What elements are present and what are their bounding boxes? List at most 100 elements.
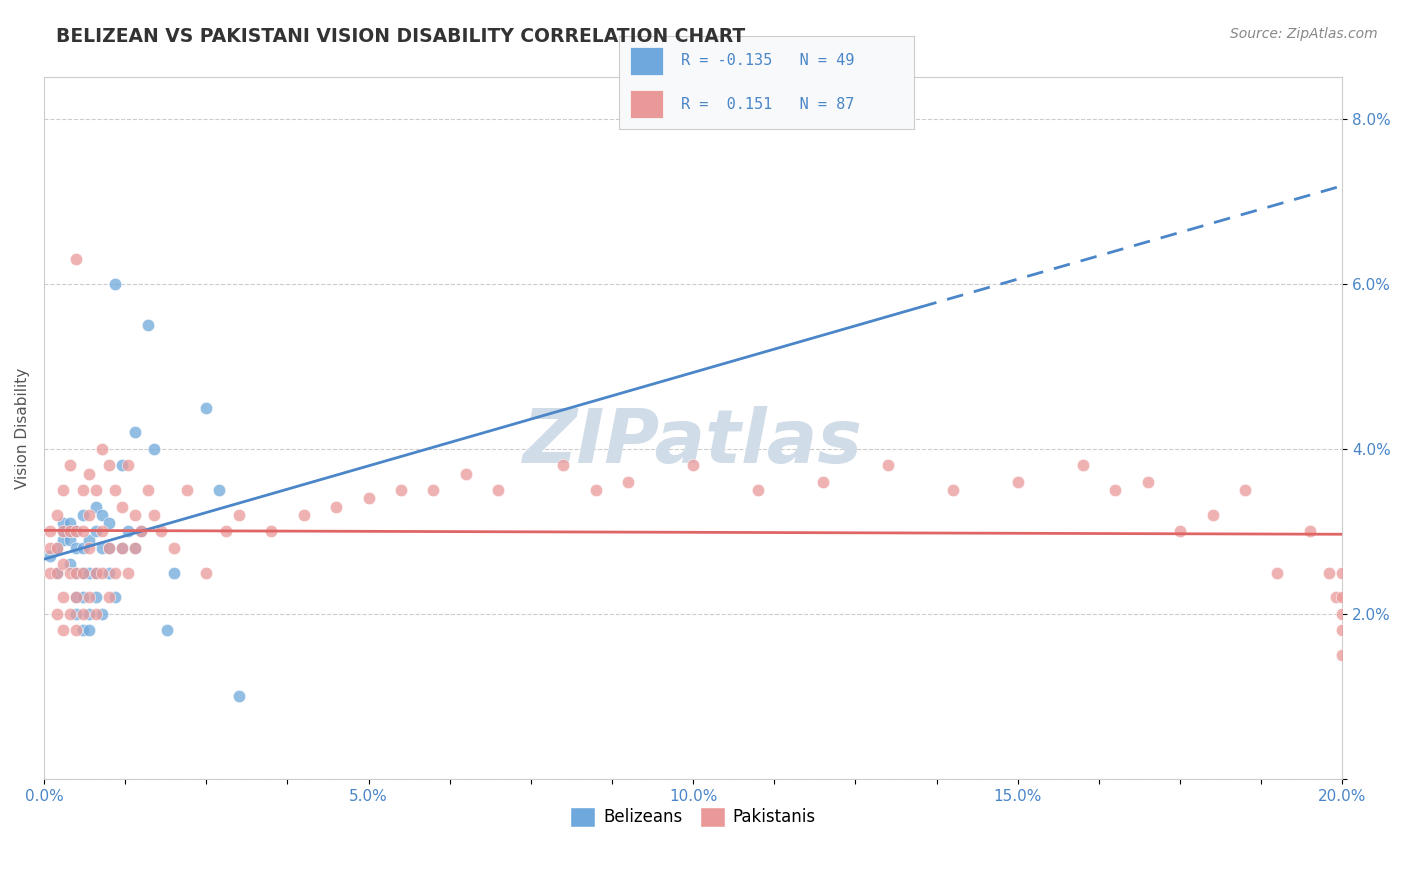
Point [79,566,101,580]
Point [1331,607,1354,621]
Point [215,524,238,539]
Point [111,541,134,555]
Point [228,508,250,522]
Point [45,566,67,580]
Point [117,566,139,580]
Point [97,541,120,555]
Point [195,566,218,580]
Point [124,541,146,555]
Point [1331,648,1354,662]
Point [79,624,101,638]
Point [59,533,82,547]
Point [260,524,283,539]
Point [195,401,218,415]
Legend: Belizeans, Pakistanis: Belizeans, Pakistanis [564,800,823,834]
Point [176,483,198,497]
Point [585,483,607,497]
Point [357,491,380,506]
Point [72,541,94,555]
Point [79,607,101,621]
Point [747,483,769,497]
Point [52,558,75,572]
Text: ZIPatlas: ZIPatlas [523,406,863,479]
Point [156,624,179,638]
Point [97,566,120,580]
Point [129,524,152,539]
Point [84,566,107,580]
Point [39,541,62,555]
Point [811,475,834,489]
Point [91,524,114,539]
Point [72,508,94,522]
Point [1267,566,1289,580]
Point [124,508,146,522]
Point [72,566,94,580]
Point [84,500,107,514]
Point [84,483,107,497]
Point [682,458,704,473]
Point [1136,475,1159,489]
Text: BELIZEAN VS PAKISTANI VISION DISABILITY CORRELATION CHART: BELIZEAN VS PAKISTANI VISION DISABILITY … [56,27,745,45]
Point [84,524,107,539]
Point [45,607,67,621]
Point [163,566,186,580]
Point [617,475,640,489]
Point [59,558,82,572]
Point [111,541,134,555]
Point [59,458,82,473]
Point [1234,483,1257,497]
Point [45,566,67,580]
Point [1071,458,1094,473]
Point [454,467,477,481]
Point [1319,566,1341,580]
Text: R = -0.135   N = 49: R = -0.135 N = 49 [681,54,853,69]
Point [1324,591,1347,605]
Point [79,533,101,547]
Point [65,591,87,605]
Point [72,566,94,580]
Point [59,516,82,530]
Point [117,458,139,473]
Bar [630,90,664,118]
Point [143,508,166,522]
Point [79,591,101,605]
Point [65,591,87,605]
Point [136,318,159,332]
Point [91,442,114,456]
Point [292,508,315,522]
Point [91,508,114,522]
Point [72,483,94,497]
Point [1299,524,1322,539]
Point [143,442,166,456]
Point [52,591,75,605]
Point [208,483,231,497]
Point [149,524,172,539]
Text: R =  0.151   N = 87: R = 0.151 N = 87 [681,96,853,112]
Point [65,252,87,266]
Point [1168,524,1191,539]
Point [72,624,94,638]
Bar [630,47,664,75]
Point [84,566,107,580]
Point [97,458,120,473]
Text: Source: ZipAtlas.com: Source: ZipAtlas.com [1230,27,1378,41]
Point [104,483,127,497]
Point [45,508,67,522]
Point [486,483,509,497]
Point [39,524,62,539]
Point [325,500,347,514]
Point [117,524,139,539]
Point [79,508,101,522]
Point [65,624,87,638]
Point [129,524,152,539]
Point [136,483,159,497]
Point [39,566,62,580]
Point [91,541,114,555]
Point [228,690,250,704]
Point [52,533,75,547]
Point [1331,591,1354,605]
Point [1331,624,1354,638]
Point [59,524,82,539]
Point [84,591,107,605]
Point [65,566,87,580]
